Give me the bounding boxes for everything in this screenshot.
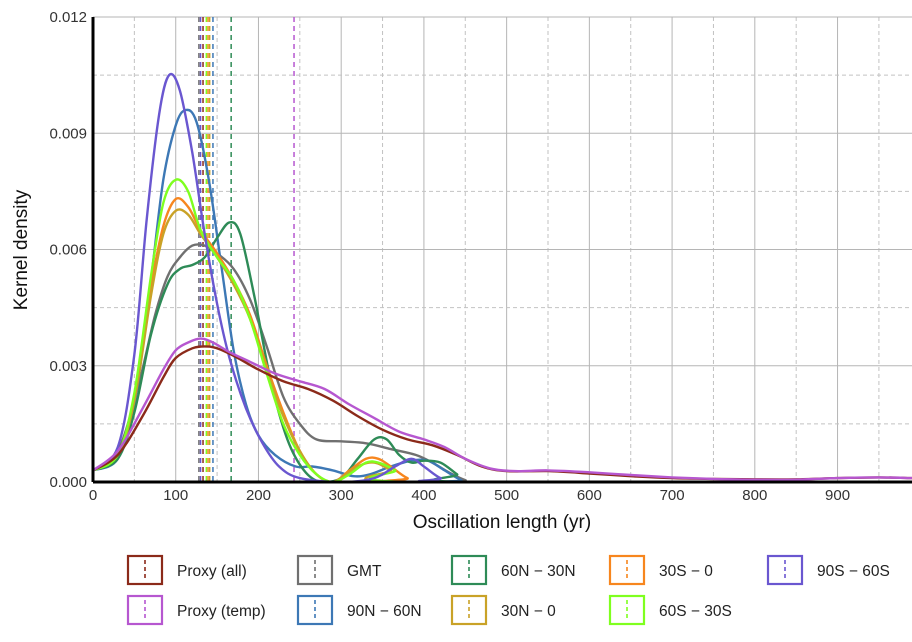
density-curve-proxy-temp- [92,337,912,482]
x-tick-label: 700 [660,487,685,504]
y-tick-label: 0.006 [49,242,87,259]
legend-label: GMT [347,563,382,580]
density-curve-30s-0 [92,197,912,484]
x-axis-title: Oscillation length (yr) [413,512,591,533]
x-tick-label: 400 [411,487,436,504]
y-tick-label: 0.003 [49,358,87,375]
legend-item-gmt: GMT [296,554,382,586]
legend-item-30n-0: 30N − 0 [450,594,556,626]
legend-item-proxy-temp-: Proxy (temp) [126,594,266,626]
x-tick-label: 300 [329,487,354,504]
tick-labels: 0 100 200 300 400 500 600 700 800 900 0.000 0.003 0.… [49,9,850,504]
x-tick-label: 200 [246,487,271,504]
x-tick-label: 500 [494,487,519,504]
legend-label: 60S − 30S [659,603,732,620]
density-curve-proxy-all- [92,345,912,481]
x-tick-label: 0 [89,487,97,504]
legend-item-90n-60n: 90N − 60N [296,594,422,626]
legend-label: Proxy (temp) [177,603,266,620]
y-tick-label: 0.000 [49,474,87,491]
density-curve-60s-30s [92,178,912,484]
grid [93,16,912,482]
y-axis-title: Kernel density [11,189,32,310]
x-tick-label: 800 [742,487,767,504]
density-curve-gmt [92,243,912,484]
legend-item-30s-0: 30S − 0 [608,554,713,586]
legend-label: 90S − 60S [817,563,890,580]
legend-label: Proxy (all) [177,563,247,580]
mean-lines [198,17,295,482]
legend-item-90s-60s: 90S − 60S [766,554,890,586]
legend: Proxy (all) Proxy (temp) GMT 90N − 60N 60N −… [126,554,890,626]
legend-label: 90N − 60N [347,603,422,620]
x-tick-label: 100 [163,487,188,504]
density-curves [92,72,912,484]
legend-label: 30S − 0 [659,563,713,580]
density-curve-60n-30n [92,220,912,484]
axes [91,17,912,484]
legend-item-60s-30s: 60S − 30S [608,594,732,626]
legend-item-60n-30n: 60N − 30N [450,554,576,586]
legend-item-proxy-all-: Proxy (all) [126,554,247,586]
y-tick-label: 0.012 [49,9,87,26]
y-tick-label: 0.009 [49,125,87,142]
density-curve-90s-60s [92,72,912,484]
density-curve-90n-60n [92,108,912,484]
legend-label: 30N − 0 [501,603,556,620]
x-tick-label: 600 [577,487,602,504]
x-tick-label: 900 [825,487,850,504]
legend-label: 60N − 30N [501,563,576,580]
